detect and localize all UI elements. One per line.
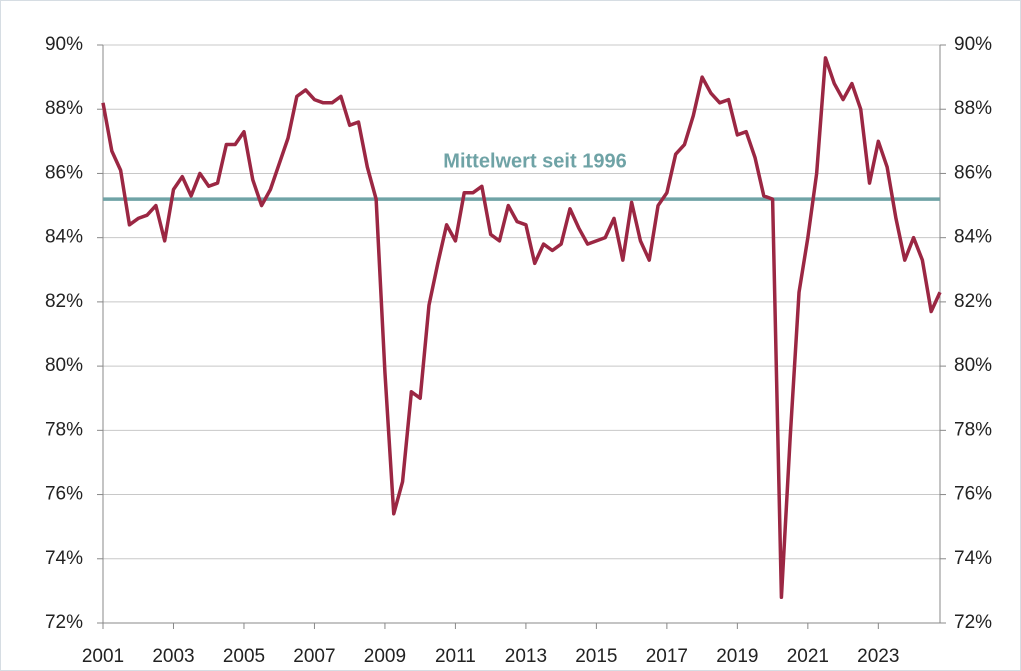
y2-tick-label: 74% [954, 548, 992, 569]
x-tick-label: 2001 [82, 646, 124, 667]
x-tick-label: 2013 [505, 646, 547, 667]
x-tick-label: 2023 [857, 646, 899, 667]
y2-tick-label: 76% [954, 484, 992, 505]
x-tick-label: 2003 [152, 646, 194, 667]
y2-tick-label: 90% [954, 34, 992, 55]
y-tick-label: 78% [45, 419, 83, 440]
x-tick-label: 2019 [716, 646, 758, 667]
y2-tick-label: 82% [954, 291, 992, 312]
x-tick-label: 2005 [223, 646, 265, 667]
y-tick-label: 82% [45, 291, 83, 312]
y-tick-label: 90% [45, 34, 83, 55]
y2-tick-label: 88% [954, 98, 992, 119]
data-line [101, 56, 942, 600]
x-tick-label: 2007 [293, 646, 335, 667]
x-tick-label: 2009 [364, 646, 406, 667]
y-tick-label: 76% [45, 484, 83, 505]
y2-tick-label: 72% [954, 612, 992, 633]
x-tick-label: 2017 [646, 646, 688, 667]
y2-tick-label: 84% [954, 227, 992, 248]
y2-tick-label: 86% [954, 162, 992, 183]
reference-label: Mittelwert seit 1996 [443, 150, 626, 172]
y-tick-label: 86% [45, 162, 83, 183]
y-tick-label: 88% [45, 98, 83, 119]
y-tick-label: 84% [45, 227, 83, 248]
x-tick-label: 2011 [435, 646, 476, 667]
y2-tick-label: 78% [954, 419, 992, 440]
y-tick-label: 80% [45, 355, 83, 376]
y-tick-label: 72% [45, 612, 83, 633]
y2-tick-label: 80% [954, 355, 992, 376]
x-tick-label: 2021 [787, 646, 829, 667]
y-tick-label: 74% [45, 548, 83, 569]
x-tick-label: 2015 [575, 646, 617, 667]
